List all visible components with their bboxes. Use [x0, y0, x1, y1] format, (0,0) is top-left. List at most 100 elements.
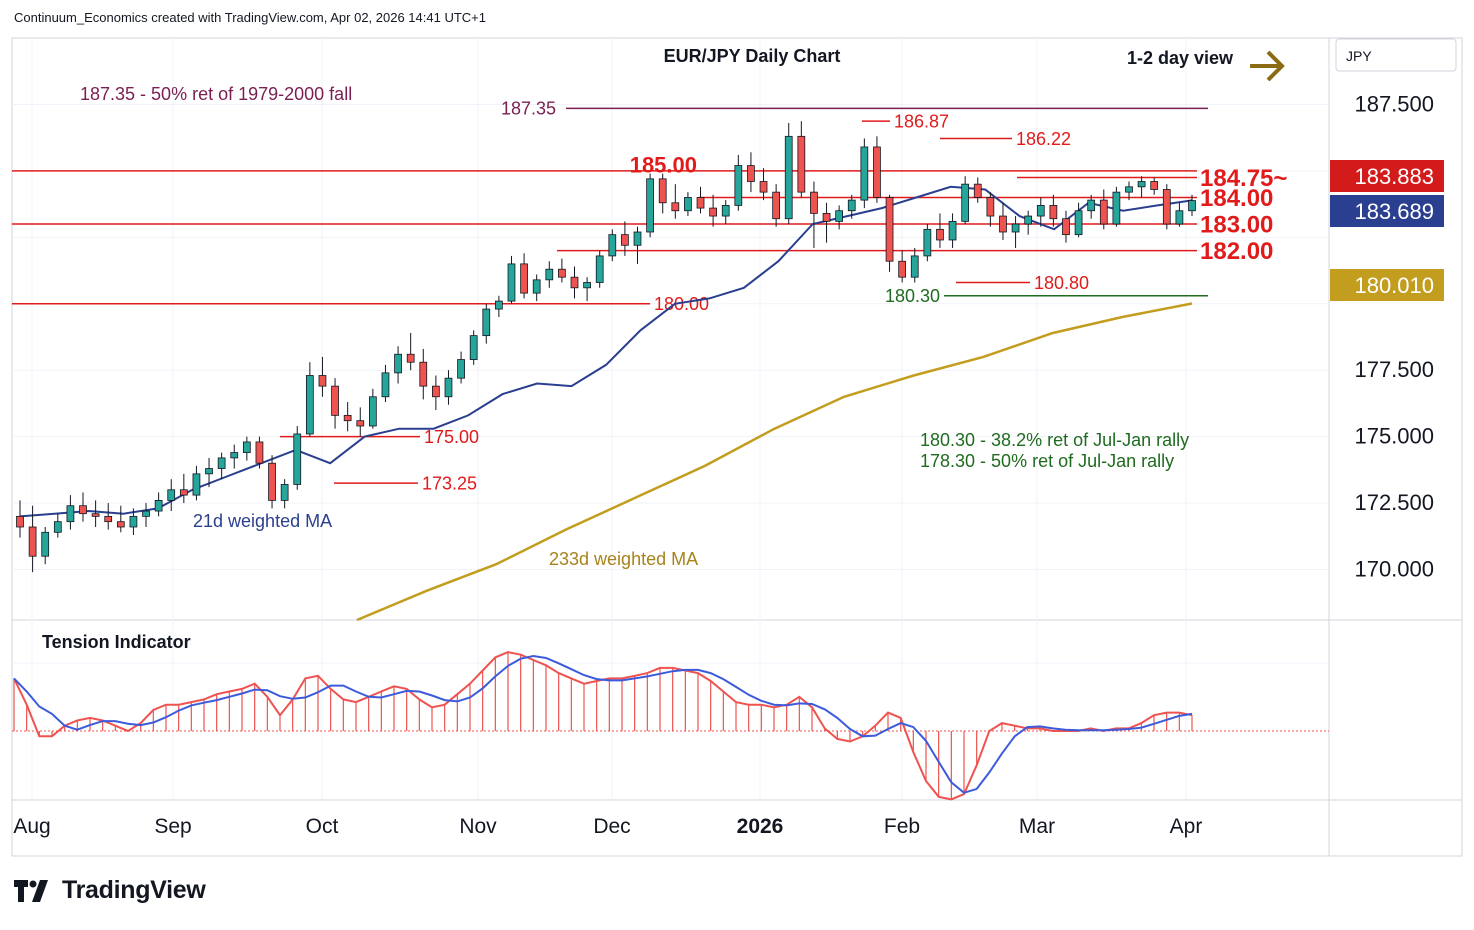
ma233-line: [356, 302, 1193, 622]
candle-up: [381, 372, 390, 398]
candle-down: [16, 515, 24, 528]
level-label: 187.35: [501, 99, 556, 119]
time-tick-label: Dec: [593, 815, 630, 838]
candle-up: [230, 452, 239, 459]
candle-down: [810, 191, 818, 214]
level-label: 184.00: [1200, 185, 1273, 212]
candle-up: [1112, 191, 1121, 225]
level-label: 180.80: [1034, 273, 1089, 293]
candle-down: [696, 197, 705, 209]
time-tick-label: Nov: [459, 815, 497, 838]
candle-up: [721, 205, 730, 217]
candle-up: [280, 484, 289, 501]
candle-up: [1125, 186, 1133, 193]
candle-down: [709, 207, 717, 217]
view-label: 1-2 day view: [1127, 48, 1234, 68]
level-label: 182.00: [1200, 238, 1273, 265]
currency-button[interactable]: JPY: [1335, 38, 1457, 72]
candle-up: [142, 510, 150, 517]
candle-down: [658, 178, 667, 204]
candle-down: [356, 420, 365, 427]
candle-down: [1099, 199, 1108, 225]
candle-down: [986, 197, 995, 217]
price-badge-label: 180.010: [1354, 273, 1434, 298]
price-tick-label: 170.000: [1354, 557, 1434, 582]
candle-up: [217, 457, 226, 469]
candle-down: [759, 181, 768, 193]
chart-credit: Continuum_Economics created with Trading…: [14, 10, 486, 25]
candle-up: [910, 255, 919, 278]
candle-up: [41, 531, 50, 557]
candle-up: [1087, 199, 1096, 212]
candlesticks: [16, 121, 1196, 573]
candle-down: [898, 260, 907, 278]
price-badge: [1330, 195, 1444, 227]
time-tick-label: Oct: [306, 815, 339, 838]
price-badge: [1330, 269, 1444, 301]
candle-down: [419, 361, 428, 387]
candle-up: [293, 433, 302, 485]
candle-down: [747, 165, 755, 182]
candle-up: [167, 489, 176, 501]
candle-down: [116, 521, 125, 528]
candle-down: [873, 146, 881, 198]
price-tick-label: 177.500: [1354, 357, 1434, 382]
candle-up: [734, 165, 743, 206]
time-tick-label: Mar: [1019, 815, 1055, 838]
candle-up: [495, 300, 503, 310]
tradingview-logo[interactable]: TradingView: [14, 876, 206, 905]
moving-averages: [19, 185, 1193, 622]
candle-down: [1049, 205, 1058, 220]
candle-up: [860, 146, 869, 201]
level-label: 185.00: [630, 153, 697, 178]
candle-down: [671, 202, 680, 212]
candle-up: [961, 183, 970, 222]
candle-up: [129, 515, 138, 528]
candle-down: [520, 263, 528, 294]
price-tick-label: 172.500: [1354, 490, 1434, 515]
candle-up: [608, 234, 617, 257]
time-tick-label: Apr: [1170, 815, 1203, 838]
level-label: 173.25: [422, 473, 477, 493]
candle-up: [1024, 215, 1033, 225]
candle-down: [406, 353, 415, 363]
price-badge: [1330, 160, 1444, 192]
candle-up: [923, 228, 932, 257]
candle-down: [104, 515, 113, 523]
candle-up: [394, 353, 402, 374]
candle-up: [545, 268, 554, 281]
candle-up: [1011, 223, 1020, 233]
tension-slow-line: [13, 654, 1193, 794]
price-badge-label: 183.689: [1354, 199, 1434, 224]
tradingview-logo-text: TradingView: [62, 876, 206, 904]
annotation-180-fib: 180.30 - 38.2% ret of Jul-Jan rally: [920, 430, 1189, 450]
price-tick-label: 175.000: [1354, 424, 1434, 449]
candle-down: [179, 489, 188, 496]
candle-up: [457, 359, 465, 379]
price-tick-label: 187.500: [1354, 91, 1434, 116]
candle-down: [1150, 181, 1159, 190]
indicator-title: Tension Indicator: [42, 632, 191, 652]
candle-up: [205, 468, 213, 475]
ma233-label: 233d weighted MA: [549, 549, 698, 569]
candle-up: [1137, 181, 1146, 188]
candle-down: [885, 197, 894, 262]
candle-up: [784, 135, 793, 220]
tension-fast-line: [13, 651, 1193, 801]
candle-up: [154, 500, 163, 512]
time-tick-label: 2026: [737, 815, 784, 838]
time-axis: Aug Sep Oct Nov Dec 2026 Feb Mar Apr: [13, 815, 1202, 838]
level-label: 175.00: [424, 427, 479, 447]
currency-label: JPY: [1346, 48, 1372, 64]
level-label: 180.30: [885, 286, 940, 306]
candle-up: [1175, 210, 1184, 225]
candle-up: [595, 255, 604, 283]
chart-frame: [11, 37, 1463, 857]
candle-up: [1188, 200, 1196, 212]
candle-down: [331, 385, 339, 416]
main-panel-grid: [11, 37, 1463, 857]
candle-down: [936, 228, 944, 241]
candle-down: [28, 526, 37, 557]
time-tick-label: Feb: [884, 815, 920, 838]
